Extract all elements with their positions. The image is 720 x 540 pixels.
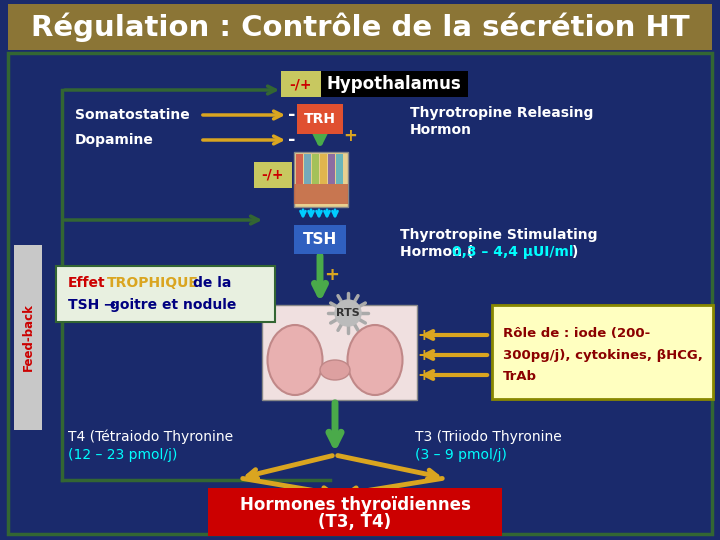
FancyBboxPatch shape [208,488,502,536]
Text: Thyrotropine Releasing: Thyrotropine Releasing [410,106,593,120]
Text: +: + [418,368,431,382]
FancyBboxPatch shape [296,154,303,184]
Text: RTS: RTS [336,308,360,318]
Ellipse shape [320,360,350,380]
Text: Thyrotropine Stimulating: Thyrotropine Stimulating [400,228,598,242]
FancyBboxPatch shape [56,266,275,322]
FancyBboxPatch shape [14,245,42,430]
Text: Hormones thyroïdiennes: Hormones thyroïdiennes [240,496,470,514]
FancyBboxPatch shape [297,104,343,134]
FancyBboxPatch shape [281,71,321,97]
Text: +: + [343,127,357,145]
FancyBboxPatch shape [492,305,713,399]
FancyBboxPatch shape [294,152,348,207]
Text: (T3, T4): (T3, T4) [318,513,392,531]
Ellipse shape [348,325,402,395]
Text: Feed-back: Feed-back [22,303,35,371]
Text: goitre et nodule: goitre et nodule [110,298,236,312]
Text: T4 (Tétraiodo Thyronine: T4 (Tétraiodo Thyronine [68,430,233,444]
Text: TSH →: TSH → [68,298,116,312]
FancyBboxPatch shape [8,4,712,50]
Text: TrAb: TrAb [503,370,537,383]
FancyBboxPatch shape [294,225,346,254]
Text: Régulation : Contrôle de la sécrétion HT: Régulation : Contrôle de la sécrétion HT [31,12,689,42]
Text: -/+: -/+ [262,168,284,182]
Text: (3 – 9 pmol/j): (3 – 9 pmol/j) [415,448,507,462]
FancyBboxPatch shape [294,184,348,204]
Text: T3 (Triiodo Thyronine: T3 (Triiodo Thyronine [415,430,562,444]
Text: +: + [418,327,431,342]
Text: Effet: Effet [68,276,106,290]
Text: 0,3 – 4,4 μUI/ml: 0,3 – 4,4 μUI/ml [452,245,574,259]
Text: Dopamine: Dopamine [75,133,154,147]
Text: TRH: TRH [304,112,336,126]
Text: -: - [288,106,296,124]
Text: Somatostatine: Somatostatine [75,108,190,122]
Text: -: - [288,131,296,149]
Ellipse shape [268,325,323,395]
FancyBboxPatch shape [262,305,417,400]
Text: (12 – 23 pmol/j): (12 – 23 pmol/j) [68,448,177,462]
Text: Hormon: Hormon [410,123,472,137]
FancyBboxPatch shape [320,154,327,184]
FancyBboxPatch shape [254,162,292,188]
Text: Hormon (: Hormon ( [400,245,473,259]
Text: -/+: -/+ [289,77,312,91]
Text: ): ) [572,245,578,259]
Circle shape [335,300,361,326]
FancyBboxPatch shape [336,154,343,184]
Text: TSH: TSH [303,232,337,246]
FancyBboxPatch shape [328,154,335,184]
FancyBboxPatch shape [304,154,311,184]
Text: TROPHIQUE: TROPHIQUE [107,276,199,290]
Text: Hypothalamus: Hypothalamus [327,75,462,93]
Text: 300pg/j), cytokines, βHCG,: 300pg/j), cytokines, βHCG, [503,348,703,361]
Text: +: + [325,266,340,284]
Text: de la: de la [193,276,231,290]
Text: Rôle de : iode (200-: Rôle de : iode (200- [503,327,650,340]
Text: +: + [418,348,431,362]
FancyBboxPatch shape [312,154,319,184]
FancyBboxPatch shape [321,71,468,97]
